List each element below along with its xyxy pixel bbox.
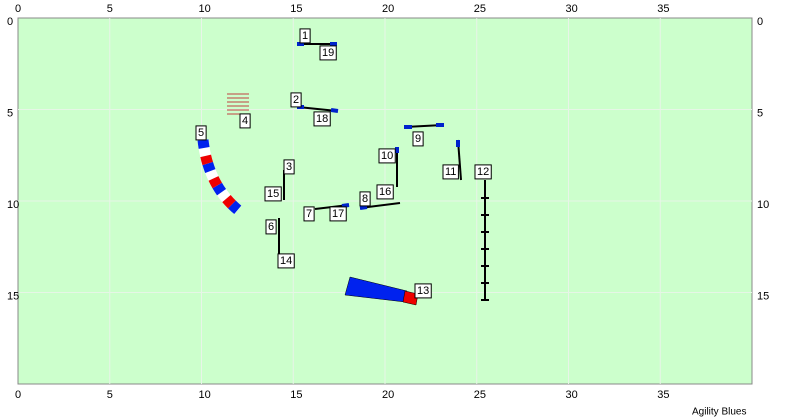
- marker-box: [442, 164, 459, 180]
- y-tick-label: 5: [7, 107, 13, 119]
- marker: 14: [280, 255, 292, 267]
- x-tick-label: 25: [474, 3, 486, 15]
- marker: 15: [267, 188, 279, 200]
- x-tick-label: 25: [474, 389, 486, 401]
- x-tick-label: 5: [107, 3, 113, 15]
- marker-box: [313, 111, 331, 127]
- x-tick-label: 35: [657, 3, 669, 15]
- marker-box: [378, 148, 396, 164]
- marker: 16: [379, 186, 391, 198]
- marker: 5: [198, 127, 204, 139]
- marker: 11: [445, 166, 456, 178]
- y-tick-label: 0: [7, 16, 13, 28]
- x-tick-label: 20: [382, 3, 394, 15]
- marker-box: [283, 159, 295, 175]
- marker-box: [359, 191, 371, 207]
- marker: 1: [302, 30, 308, 42]
- marker: 3: [286, 161, 292, 173]
- y-tick-label: 15: [7, 290, 19, 302]
- x-tick-label: 20: [382, 389, 394, 401]
- markers: 1 2 3 4 5 6 7 8 9 10 11 12 13 14 15 16 1…: [195, 28, 492, 299]
- marker-box: [299, 28, 311, 44]
- footer: Agility Blues: [692, 407, 746, 418]
- marker-box: [239, 113, 251, 129]
- marker-box: [195, 125, 207, 141]
- y-tick-label: 10: [757, 199, 769, 211]
- marker: 10: [381, 150, 393, 162]
- x-tick-label: 35: [657, 389, 669, 401]
- marker-box: [264, 186, 282, 202]
- marker: 18: [316, 113, 328, 125]
- x-tick-label: 0: [15, 389, 21, 401]
- y-tick-label: 0: [757, 16, 763, 28]
- y-tick-label: 10: [7, 199, 19, 211]
- marker-box: [412, 131, 424, 147]
- x-tick-label: 30: [566, 3, 578, 15]
- marker-box: [329, 206, 347, 222]
- x-tick-label: 0: [15, 3, 21, 15]
- marker: 7: [306, 208, 312, 220]
- marker: 12: [477, 166, 489, 178]
- marker: 8: [362, 193, 368, 205]
- marker-box: [290, 92, 302, 108]
- marker-box: [376, 184, 394, 200]
- x-tick-label: 30: [566, 389, 578, 401]
- marker-box: [303, 206, 315, 222]
- x-tick-label: 15: [290, 3, 302, 15]
- marker: 2: [293, 94, 299, 106]
- x-tick-label: 15: [290, 389, 302, 401]
- obstacles: [197, 42, 489, 306]
- marker-box: [474, 164, 492, 180]
- marker: 6: [268, 221, 274, 233]
- marker-box: [277, 253, 295, 269]
- marker-box: [414, 283, 432, 299]
- x-tick-label: 5: [107, 389, 113, 401]
- marker: 17: [332, 208, 344, 220]
- marker: 4: [242, 115, 248, 127]
- marker: 19: [322, 47, 334, 59]
- marker: 9: [415, 133, 421, 145]
- y-tick-label: 15: [757, 290, 769, 302]
- x-tick-label: 10: [199, 3, 211, 15]
- y-tick-label: 5: [757, 107, 763, 119]
- marker-box: [265, 219, 277, 235]
- marker: 13: [417, 285, 429, 297]
- marker-box: [319, 45, 337, 61]
- x-tick-label: 10: [199, 389, 211, 401]
